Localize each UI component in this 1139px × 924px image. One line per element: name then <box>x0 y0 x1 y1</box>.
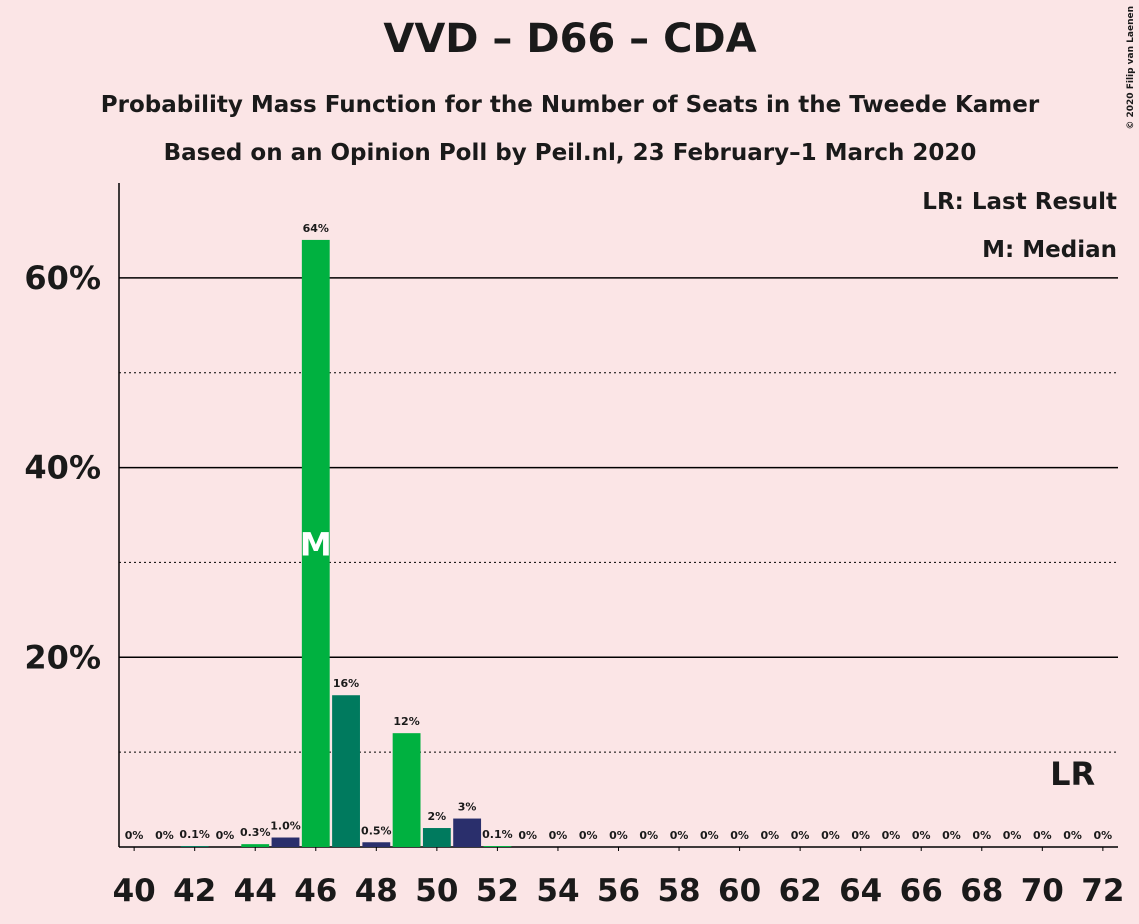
last-result-marker: LR <box>1050 755 1095 793</box>
x-tick-label: 66 <box>900 873 943 909</box>
value-label: 0% <box>730 829 749 842</box>
x-tick-label: 52 <box>476 873 519 909</box>
value-label: 0% <box>942 829 961 842</box>
bar <box>271 837 300 847</box>
legend-entry: M: Median <box>982 237 1117 263</box>
value-label: 1.0% <box>270 820 301 833</box>
value-label: 0% <box>125 829 144 842</box>
chart-title: VVD – D66 – CDA <box>383 16 756 62</box>
value-label: 0% <box>882 829 901 842</box>
value-label: 0% <box>791 829 810 842</box>
value-label: 0.1% <box>179 828 210 841</box>
chart-subtitle: Based on an Opinion Poll by Peil.nl, 23 … <box>164 140 977 166</box>
x-tick-label: 70 <box>1021 873 1064 909</box>
value-label: 0.1% <box>482 828 513 841</box>
median-marker: M <box>300 525 332 563</box>
value-label: 0% <box>518 829 537 842</box>
x-tick-label: 46 <box>294 873 337 909</box>
x-tick-label: 42 <box>173 873 216 909</box>
bar <box>392 733 421 847</box>
value-label: 0% <box>216 829 235 842</box>
value-label: 64% <box>303 222 329 235</box>
x-tick-label: 72 <box>1081 873 1124 909</box>
value-label: 0% <box>609 829 628 842</box>
x-tick-label: 50 <box>415 873 458 909</box>
value-label: 0% <box>155 829 174 842</box>
value-label: 16% <box>333 677 359 690</box>
y-tick-label: 60% <box>24 259 101 297</box>
bar <box>422 828 451 847</box>
bar <box>332 695 360 847</box>
value-label: 0% <box>851 829 870 842</box>
bar <box>453 818 482 847</box>
value-label: 0% <box>821 829 840 842</box>
value-label: 0% <box>1033 829 1052 842</box>
value-label: 0% <box>1094 829 1113 842</box>
x-tick-label: 48 <box>355 873 398 909</box>
value-label: 0.3% <box>240 826 271 839</box>
x-tick-label: 56 <box>597 873 640 909</box>
bar <box>301 239 330 847</box>
value-label: 3% <box>458 801 477 814</box>
value-label: 0% <box>1063 829 1082 842</box>
value-label: 0% <box>700 829 719 842</box>
value-label: 0.5% <box>361 824 392 837</box>
value-label: 0% <box>670 829 689 842</box>
value-label: 0% <box>579 829 598 842</box>
bar <box>180 846 209 847</box>
y-tick-label: 40% <box>24 449 101 487</box>
y-tick-label: 20% <box>24 638 101 676</box>
value-label: 12% <box>393 715 419 728</box>
value-label: 0% <box>639 829 658 842</box>
x-tick-label: 68 <box>960 873 1003 909</box>
value-label: 0% <box>912 829 931 842</box>
bar <box>362 842 391 847</box>
x-tick-label: 60 <box>718 873 761 909</box>
bar <box>483 846 512 847</box>
x-tick-label: 54 <box>536 873 579 909</box>
x-tick-label: 62 <box>779 873 822 909</box>
x-tick-label: 44 <box>234 873 277 909</box>
x-tick-label: 40 <box>113 873 156 909</box>
chart-subtitle: Probability Mass Function for the Number… <box>101 92 1040 118</box>
value-label: 0% <box>549 829 568 842</box>
copyright: © 2020 Filip van Laenen <box>1126 6 1136 130</box>
x-tick-label: 64 <box>839 873 882 909</box>
value-label: 0% <box>972 829 991 842</box>
bar <box>241 844 270 847</box>
value-label: 2% <box>428 810 447 823</box>
legend-entry: LR: Last Result <box>922 189 1117 215</box>
value-label: 0% <box>1003 829 1022 842</box>
x-tick-label: 58 <box>657 873 700 909</box>
value-label: 0% <box>761 829 780 842</box>
